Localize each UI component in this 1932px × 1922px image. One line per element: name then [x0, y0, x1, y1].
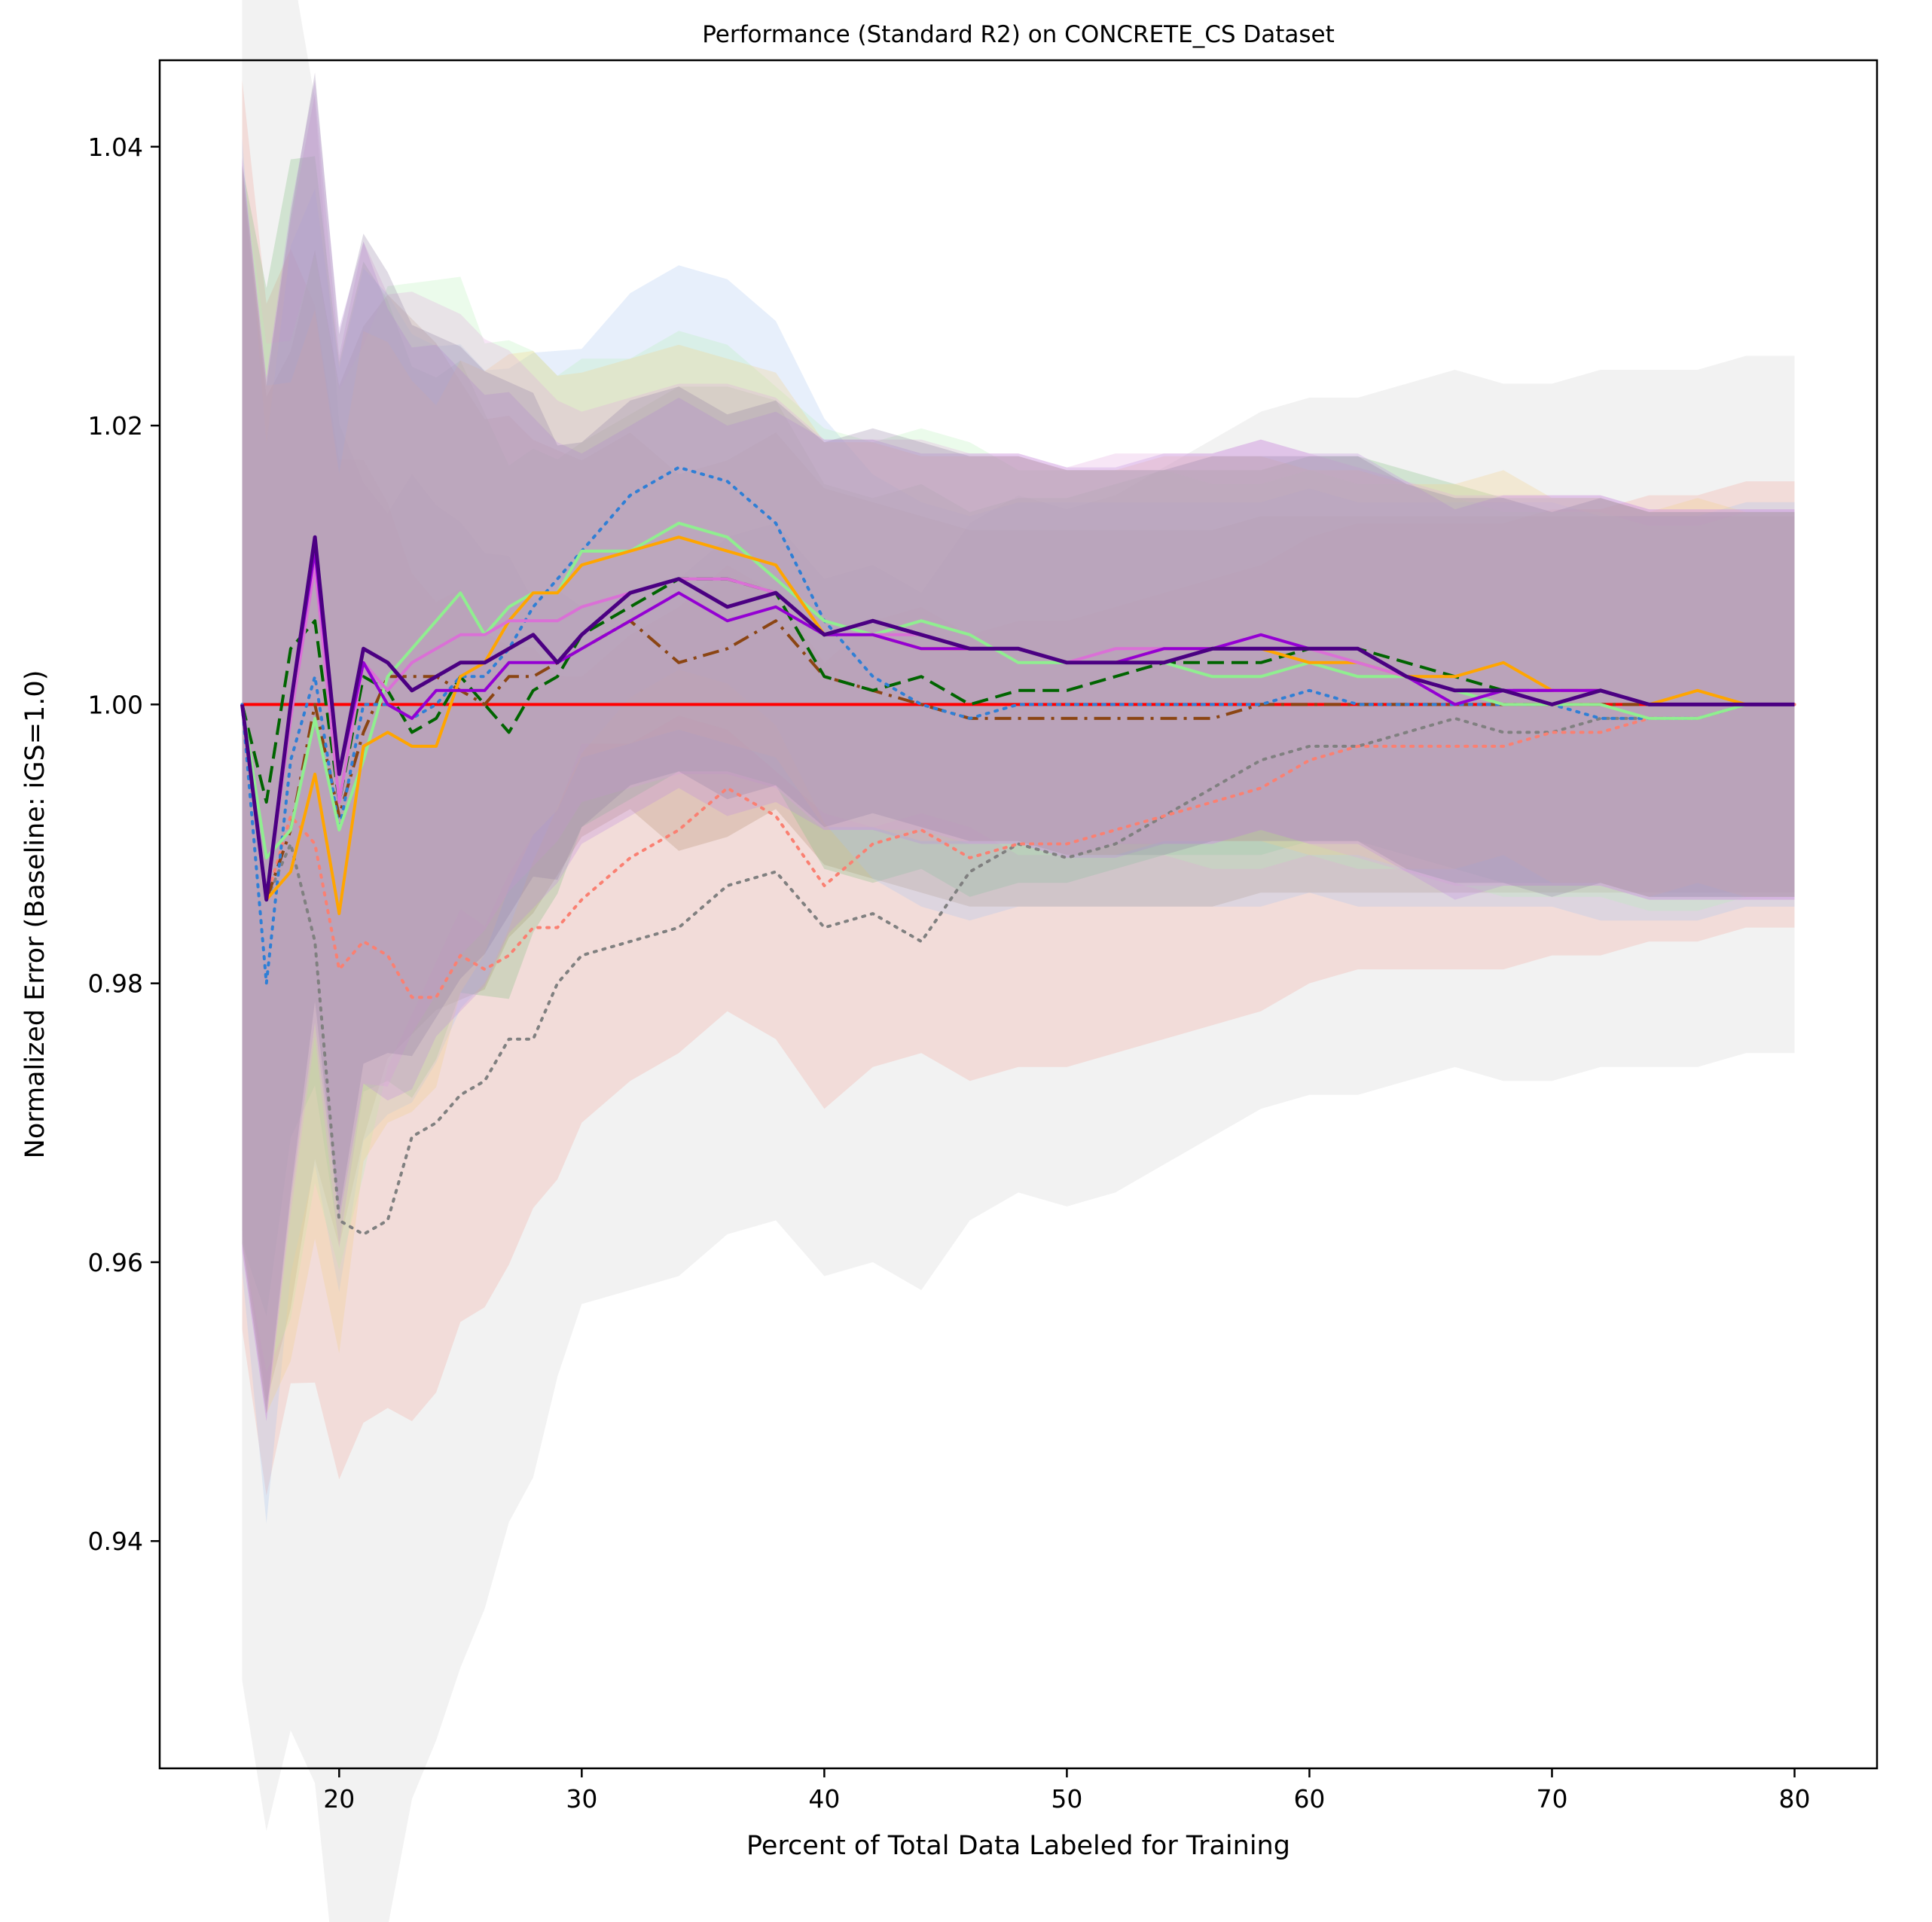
- y-tick-label: 1.02: [88, 411, 143, 441]
- y-tick-label: 1.04: [88, 133, 143, 162]
- x-axis-label: Percent of Total Data Labeled for Traini…: [746, 1831, 1290, 1861]
- x-tick-label: 40: [808, 1784, 840, 1814]
- series-9-line: [240, 549, 1795, 902]
- x-tick-label: 30: [566, 1784, 597, 1814]
- series-9-band: [242, 79, 1795, 1421]
- series-8-band: [242, 93, 1795, 1421]
- series-4-band: [242, 156, 1795, 1316]
- x-tick-label: 60: [1293, 1784, 1325, 1814]
- y-tick-label: 0.94: [88, 1527, 143, 1556]
- series-1-line: [240, 703, 1796, 1236]
- plot-frame: [158, 59, 1879, 1770]
- y-axis-ticks: 0.94 0.96 0.98 1.00 1.02 1.04: [88, 133, 160, 1556]
- series-lines: [240, 465, 1796, 1236]
- y-axis-label: Normalized Error (Baseline: iGS=1.0): [20, 670, 50, 1159]
- confidence-bands: [242, 0, 1795, 1922]
- y-tick-label: 0.98: [88, 969, 143, 999]
- series-2-band: [242, 79, 1795, 1496]
- series-10-line: [240, 535, 1795, 902]
- y-tick-label: 1.00: [88, 690, 143, 719]
- x-axis-ticks: 20 30 40 50 60 70 80: [323, 1768, 1811, 1814]
- y-tick-label: 0.96: [88, 1248, 143, 1277]
- x-tick-label: 80: [1779, 1784, 1811, 1814]
- x-tick-label: 70: [1536, 1784, 1567, 1814]
- x-tick-label: 50: [1051, 1784, 1082, 1814]
- series-3-band: [242, 177, 1795, 1403]
- series-7-band: [242, 166, 1795, 1414]
- series-5-band: [242, 138, 1795, 1524]
- chart-title: Performance (Standard R2) on CONCRETE_CS…: [702, 21, 1335, 48]
- series-10-band: [242, 72, 1795, 1414]
- x-tick-label: 20: [323, 1784, 355, 1814]
- series-6-band: [242, 166, 1795, 1372]
- series-1-band: [242, 0, 1795, 1922]
